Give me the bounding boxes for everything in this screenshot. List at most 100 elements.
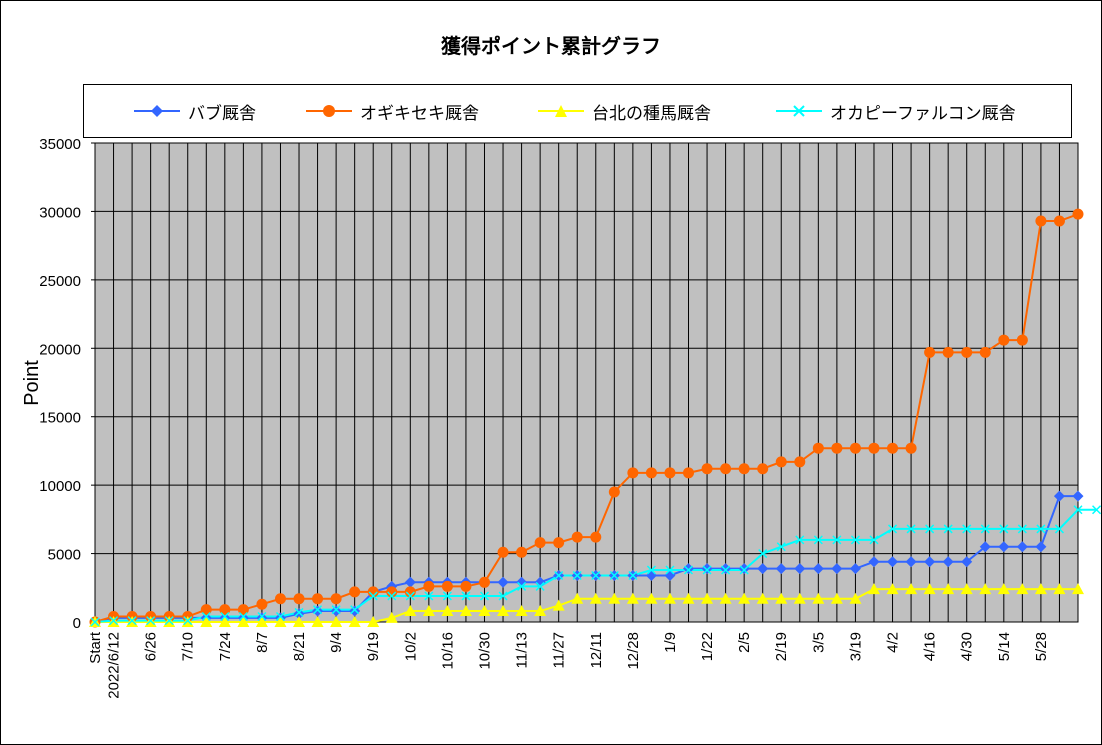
data-point-stroke — [238, 611, 248, 622]
x-tick-label: 8/21 — [291, 632, 308, 661]
data-point — [461, 591, 471, 601]
data-point — [886, 583, 899, 595]
data-point — [90, 617, 100, 627]
data-point-stroke — [665, 565, 675, 575]
data-point — [626, 592, 639, 604]
x-tick-label: 7/24 — [217, 632, 234, 661]
data-point — [422, 605, 435, 617]
data-point — [645, 592, 658, 604]
data-point-stroke — [758, 549, 768, 559]
data-point — [869, 535, 879, 545]
data-point — [980, 524, 990, 534]
data-point-stroke — [683, 565, 694, 575]
legend-marker-okapi — [776, 105, 822, 117]
data-point — [979, 346, 991, 358]
data-point — [906, 524, 916, 534]
legend-item-taipei: 台北の種馬厩舎 — [536, 99, 711, 124]
y-tick-label: 5000 — [48, 547, 81, 564]
data-point-stroke — [387, 591, 397, 601]
data-point — [868, 556, 880, 568]
y-tick-label: 0 — [73, 615, 81, 632]
data-point — [313, 605, 323, 615]
data-point — [478, 605, 491, 617]
data-point — [646, 565, 656, 575]
data-point — [293, 593, 305, 605]
x-tick-label: 2022/6/12 — [106, 632, 123, 699]
data-point — [756, 592, 769, 604]
data-point — [311, 616, 324, 627]
data-point-stroke — [813, 535, 823, 545]
x-tick-label: 11/27 — [551, 632, 568, 668]
data-point — [330, 593, 342, 605]
data-point-stroke — [442, 591, 452, 601]
data-point — [702, 565, 712, 575]
data-point-stroke — [776, 542, 786, 552]
data-point — [1036, 524, 1046, 534]
data-point — [516, 576, 528, 588]
data-point-stroke — [980, 524, 990, 534]
x-tick-label: 6/26 — [143, 632, 160, 661]
y-tick-label: 25000 — [39, 273, 81, 290]
data-point — [719, 592, 732, 604]
data-point — [775, 563, 787, 575]
data-point — [738, 463, 750, 475]
data-point — [441, 580, 453, 592]
data-point — [330, 616, 343, 627]
data-point-stroke — [962, 524, 972, 534]
data-point — [887, 524, 898, 534]
data-point — [589, 592, 602, 604]
data-point — [608, 486, 620, 498]
data-point — [237, 616, 250, 627]
data-point — [757, 563, 769, 575]
data-point — [683, 565, 694, 575]
data-point-stroke — [90, 617, 100, 627]
data-point-stroke — [257, 611, 267, 622]
data-point — [497, 605, 510, 617]
legend-item-okapi: オカピーファルコン厩舎 — [774, 99, 1016, 124]
data-point — [812, 592, 825, 604]
data-point-stroke — [479, 591, 490, 601]
data-point — [849, 592, 862, 604]
data-point — [998, 541, 1010, 553]
x-tick-label: 5/28 — [1033, 632, 1050, 661]
data-point — [294, 607, 304, 617]
data-point — [386, 586, 398, 598]
data-point — [423, 580, 435, 592]
data-point — [665, 565, 675, 575]
data-point-stroke — [850, 535, 860, 545]
data-point — [701, 592, 714, 604]
data-point-stroke — [739, 565, 749, 575]
data-point — [831, 442, 843, 454]
y-tick-label: 10000 — [39, 478, 81, 495]
data-point — [923, 583, 936, 595]
data-point — [109, 616, 119, 626]
x-tick-label: 11/13 — [514, 632, 531, 668]
x-tick-label: 8/7 — [254, 632, 271, 653]
data-point — [960, 583, 973, 595]
x-tick-label: 3/5 — [810, 632, 827, 653]
data-point — [497, 576, 509, 588]
data-point — [628, 570, 638, 580]
data-point — [830, 592, 843, 604]
data-point-stroke — [127, 616, 137, 626]
data-point — [943, 524, 953, 534]
data-point — [942, 346, 954, 358]
data-point-stroke — [164, 616, 174, 626]
data-point — [849, 442, 861, 454]
data-point — [645, 467, 657, 479]
data-point — [850, 535, 860, 545]
data-point — [350, 605, 360, 615]
data-point — [1073, 505, 1083, 515]
data-point — [942, 583, 955, 595]
data-point-stroke — [832, 535, 842, 545]
data-point — [1053, 583, 1066, 595]
legend-marker-bab — [134, 105, 180, 117]
data-point — [478, 576, 490, 588]
data-point — [758, 549, 768, 559]
data-point — [367, 616, 380, 627]
data-point — [257, 611, 267, 622]
data-point-stroke — [220, 611, 230, 622]
data-point — [905, 442, 917, 454]
data-point-stroke — [628, 570, 638, 580]
x-tick-label: 9/4 — [328, 632, 345, 653]
